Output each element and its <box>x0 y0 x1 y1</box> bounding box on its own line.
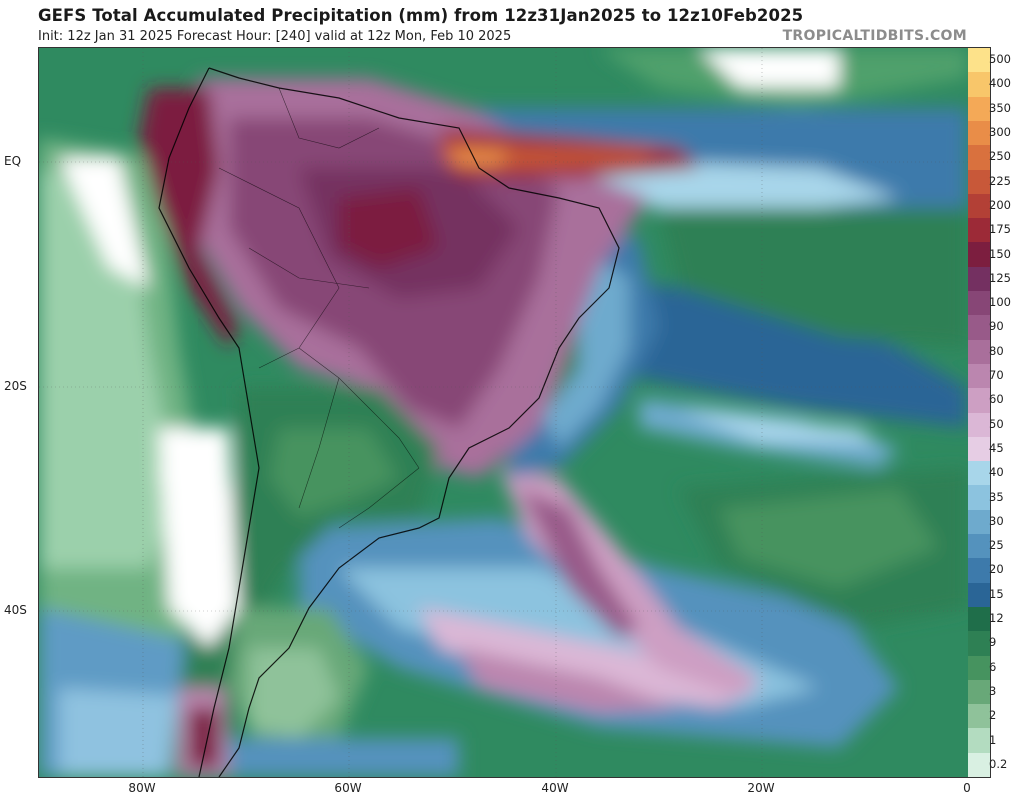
colorbar-label-150: 150 <box>989 246 1011 261</box>
colorbar-swatch-150 <box>968 242 990 268</box>
colorbar-label-35: 35 <box>989 489 1004 504</box>
map-canvas <box>39 48 968 777</box>
colorbar-label-250: 250 <box>989 149 1011 164</box>
colorbar-swatch-300 <box>968 120 990 146</box>
colorbar-label-6: 6 <box>989 659 997 674</box>
colorbar-swatch-175 <box>968 218 990 243</box>
colorbar-swatch-3 <box>968 679 990 705</box>
lon-label-80w: 80W <box>128 781 156 795</box>
lon-label-40w: 40W <box>541 781 569 795</box>
colorbar-label-70: 70 <box>989 368 1004 383</box>
chart-title: GEFS Total Accumulated Precipitation (mm… <box>38 6 804 25</box>
lon-label-0: 0 <box>963 781 971 795</box>
colorbar-label-90: 90 <box>989 319 1004 334</box>
colorbar-swatch-1 <box>968 728 990 754</box>
colorbar-swatch-2 <box>968 704 990 729</box>
colorbar-swatch-80 <box>968 339 990 365</box>
precip-field <box>39 48 968 777</box>
colorbar-swatch-500 <box>968 48 990 73</box>
graticule <box>39 48 968 777</box>
colorbar-swatch-15 <box>968 582 990 608</box>
colorbar-label-175: 175 <box>989 222 1011 237</box>
colorbar <box>968 47 991 778</box>
colorbar-label-400: 400 <box>989 76 1011 91</box>
colorbar-label-225: 225 <box>989 173 1011 188</box>
colorbar-swatch-60 <box>968 388 990 413</box>
colorbar-swatch-125 <box>968 266 990 292</box>
colorbar-label-125: 125 <box>989 270 1011 285</box>
colorbar-swatch-20 <box>968 558 990 584</box>
lat-label-20s: 20S <box>4 379 27 393</box>
colorbar-label-15: 15 <box>989 586 1004 601</box>
colorbar-swatch-0-2 <box>968 752 990 778</box>
colorbar-label-200: 200 <box>989 197 1011 212</box>
colorbar-swatch-9 <box>968 631 990 656</box>
colorbar-swatch-25 <box>968 534 990 559</box>
colorbar-label-9: 9 <box>989 635 997 650</box>
colorbar-label-80: 80 <box>989 343 1004 358</box>
colorbar-swatch-12 <box>968 606 990 632</box>
colorbar-label-12: 12 <box>989 611 1004 626</box>
colorbar-label-3: 3 <box>989 683 997 698</box>
borders <box>218 87 420 529</box>
colorbar-swatch-45 <box>968 436 990 462</box>
chart-subtitle: Init: 12z Jan 31 2025 Forecast Hour: [24… <box>38 29 512 44</box>
colorbar-label-40: 40 <box>989 465 1004 480</box>
colorbar-label-20: 20 <box>989 562 1004 577</box>
colorbar-swatch-6 <box>968 655 990 681</box>
lon-label-20w: 20W <box>747 781 775 795</box>
colorbar-label-300: 300 <box>989 125 1011 140</box>
colorbar-label-350: 350 <box>989 100 1011 115</box>
colorbar-swatch-225 <box>968 169 990 195</box>
colorbar-swatch-90 <box>968 315 990 341</box>
colorbar-label-500: 500 <box>989 52 1011 67</box>
colorbar-label-100: 100 <box>989 295 1011 310</box>
colorbar-swatch-30 <box>968 509 990 535</box>
coastlines <box>158 67 620 777</box>
colorbar-swatch-350 <box>968 96 990 122</box>
colorbar-swatch-40 <box>968 461 990 486</box>
colorbar-swatch-250 <box>968 145 990 170</box>
colorbar-label-60: 60 <box>989 392 1004 407</box>
brand-watermark: TROPICALTIDBITS.COM <box>782 28 967 44</box>
colorbar-swatch-400 <box>968 72 990 98</box>
colorbar-swatch-70 <box>968 363 990 389</box>
colorbar-label-25: 25 <box>989 538 1004 553</box>
colorbar-swatch-50 <box>968 412 990 438</box>
colorbar-swatch-200 <box>968 193 990 219</box>
colorbar-swatch-35 <box>968 485 990 511</box>
colorbar-label-50: 50 <box>989 416 1004 431</box>
lat-label-eq: EQ <box>4 154 22 168</box>
colorbar-swatch-100 <box>968 291 990 316</box>
colorbar-label-45: 45 <box>989 440 1004 455</box>
colorbar-label-30: 30 <box>989 513 1004 528</box>
colorbar-label-2: 2 <box>989 708 997 723</box>
precipitation-map <box>38 47 969 778</box>
lat-label-40s: 40S <box>4 603 27 617</box>
colorbar-label-0-2: 0.2 <box>989 756 1008 771</box>
colorbar-label-1: 1 <box>989 732 997 747</box>
lon-label-60w: 60W <box>334 781 362 795</box>
